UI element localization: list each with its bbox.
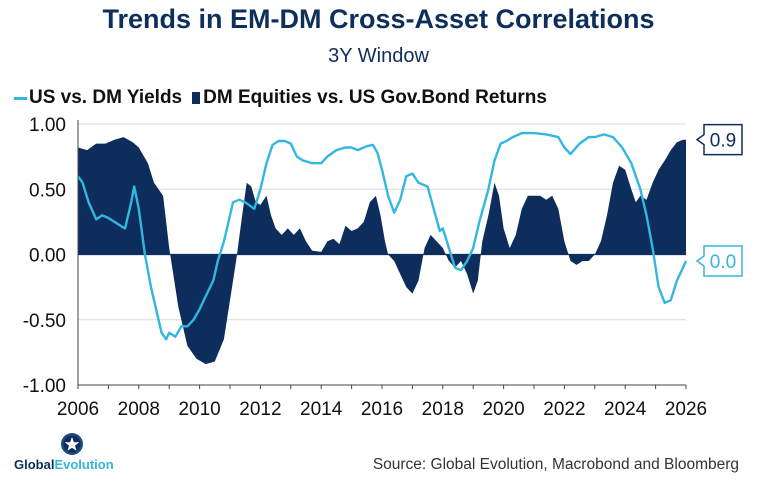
x-tick-label: 2006: [57, 399, 99, 420]
plot-area: [77, 131, 688, 365]
logo-text-evolution: Evolution: [54, 457, 114, 472]
end-value-line-label: 0.0: [710, 252, 736, 273]
y-axis-ticks: 1.00 0.50 0.00 -0.50 -1.00: [23, 115, 66, 397]
x-tick-label: 2024: [604, 399, 647, 420]
x-tick-label: 2026: [665, 399, 707, 420]
x-tick-label: 2012: [239, 399, 281, 420]
axes: [77, 120, 686, 387]
end-value-area-box: [695, 123, 743, 156]
chart-title: Trends in EM-DM Cross-Asset Correlations: [102, 4, 655, 34]
x-tick-label: 2022: [543, 399, 585, 420]
legend: US vs. DM Yields DM Equities vs. US Gov.…: [14, 87, 547, 109]
y-tick-label: -0.50: [23, 311, 66, 332]
legend-line-label: US vs. DM Yields: [29, 87, 183, 108]
y-tick-label: 0.50: [29, 180, 66, 201]
chart-subtitle: 3Y Window: [328, 45, 429, 67]
legend-area-swatch: [192, 92, 201, 104]
y-tick-label: 0.00: [29, 246, 66, 267]
logo-text-global: Global: [14, 457, 55, 472]
x-tick-label: 2010: [178, 399, 220, 420]
end-value-area-label: 0.9: [710, 131, 736, 152]
end-value-line-box: [695, 245, 743, 277]
source-note: Source: Global Evolution, Macrobond and …: [372, 456, 739, 473]
area-series-dm-equities-vs-us-bonds: [78, 137, 686, 365]
x-tick-label: 2018: [422, 399, 464, 420]
end-labels: 0.9 0.0: [695, 123, 743, 277]
logo-wordmark: GlobalEvolution: [14, 457, 114, 472]
y-tick-label: 1.00: [29, 115, 66, 136]
legend-line-swatch: [14, 96, 27, 100]
x-tick-label: 2016: [361, 399, 403, 420]
x-tick-label: 2008: [118, 399, 160, 420]
legend-area-label: DM Equities vs. US Gov.Bond Returns: [203, 87, 547, 108]
line-series-us-vs-dm-yields: [77, 131, 688, 341]
logo-star-icon: [61, 433, 83, 455]
global-evolution-logo: GlobalEvolution: [14, 432, 134, 476]
y-tick-label: -1.00: [23, 376, 66, 397]
x-axis-ticks: 2006 2008 2010 2012 2014 2016 2018 2020 2022 2024…: [57, 385, 707, 420]
x-tick-label: 2014: [300, 399, 343, 420]
x-tick-label: 2020: [482, 399, 524, 420]
